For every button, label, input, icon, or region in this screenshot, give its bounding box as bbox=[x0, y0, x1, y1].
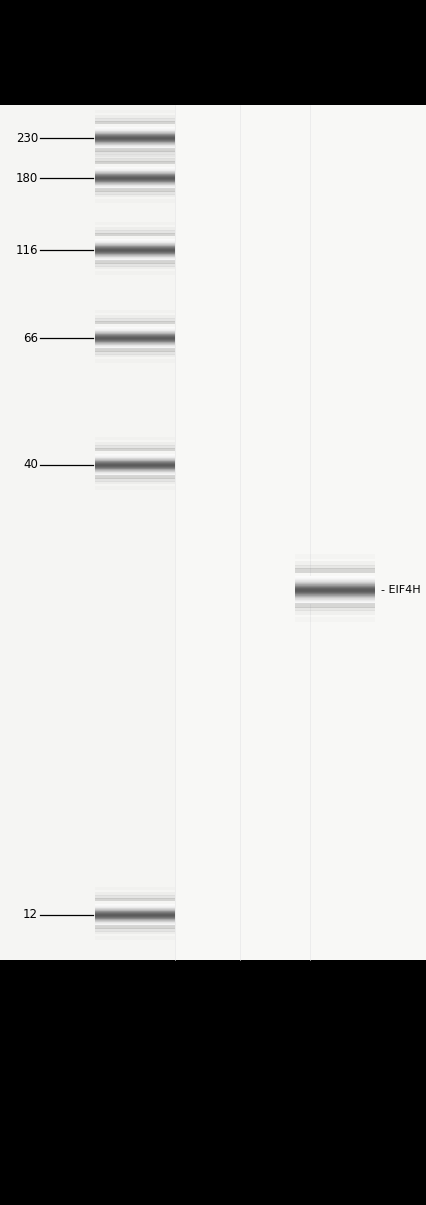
Text: 180: 180 bbox=[16, 171, 38, 184]
Bar bbox=[95, 351, 175, 354]
Bar bbox=[95, 154, 175, 157]
Bar bbox=[95, 481, 175, 484]
Bar bbox=[95, 158, 175, 161]
Bar bbox=[95, 318, 175, 322]
Text: 116: 116 bbox=[15, 243, 38, 257]
Bar bbox=[95, 222, 175, 225]
Bar bbox=[95, 200, 175, 202]
Bar bbox=[95, 893, 175, 895]
Bar bbox=[95, 159, 175, 163]
Bar bbox=[295, 604, 375, 607]
Text: 66: 66 bbox=[23, 331, 38, 345]
Bar bbox=[95, 116, 175, 119]
Bar bbox=[95, 487, 175, 489]
Bar bbox=[95, 316, 175, 319]
Bar bbox=[95, 354, 175, 357]
Bar bbox=[0, 105, 175, 960]
Bar bbox=[295, 610, 375, 615]
Bar bbox=[95, 230, 175, 234]
Bar bbox=[95, 359, 175, 363]
Bar bbox=[95, 310, 175, 313]
Bar bbox=[295, 607, 375, 611]
Bar bbox=[95, 188, 175, 192]
Bar bbox=[95, 437, 175, 440]
Bar bbox=[95, 194, 175, 198]
Bar bbox=[95, 228, 175, 230]
Bar bbox=[95, 161, 175, 164]
Bar bbox=[295, 554, 375, 558]
Bar bbox=[95, 925, 175, 929]
Bar bbox=[295, 562, 375, 565]
Bar bbox=[95, 260, 175, 264]
Bar bbox=[95, 936, 175, 940]
Text: - EIF4H: - EIF4H bbox=[381, 584, 420, 595]
Bar bbox=[95, 155, 175, 159]
Bar bbox=[95, 448, 175, 451]
Bar bbox=[95, 151, 175, 154]
Bar bbox=[295, 565, 375, 569]
Bar bbox=[95, 233, 175, 236]
Bar bbox=[295, 569, 375, 572]
Bar bbox=[95, 928, 175, 931]
Bar bbox=[95, 148, 175, 152]
Bar bbox=[95, 192, 175, 194]
Bar bbox=[95, 120, 175, 124]
Bar bbox=[95, 263, 175, 266]
Text: 12: 12 bbox=[23, 909, 38, 922]
Bar bbox=[95, 476, 175, 478]
Bar bbox=[95, 271, 175, 275]
Bar bbox=[95, 898, 175, 901]
Bar bbox=[95, 321, 175, 324]
Text: 230: 230 bbox=[16, 131, 38, 145]
Bar bbox=[95, 266, 175, 269]
Text: 40: 40 bbox=[23, 458, 38, 471]
Bar bbox=[95, 110, 175, 113]
Bar bbox=[95, 931, 175, 934]
Bar bbox=[95, 442, 175, 446]
Bar bbox=[95, 478, 175, 482]
Bar bbox=[95, 149, 175, 153]
Bar bbox=[295, 617, 375, 622]
Bar bbox=[95, 887, 175, 890]
Bar bbox=[95, 445, 175, 448]
Bar bbox=[95, 348, 175, 352]
Bar bbox=[95, 895, 175, 899]
Bar bbox=[0, 105, 426, 960]
Bar bbox=[95, 118, 175, 122]
